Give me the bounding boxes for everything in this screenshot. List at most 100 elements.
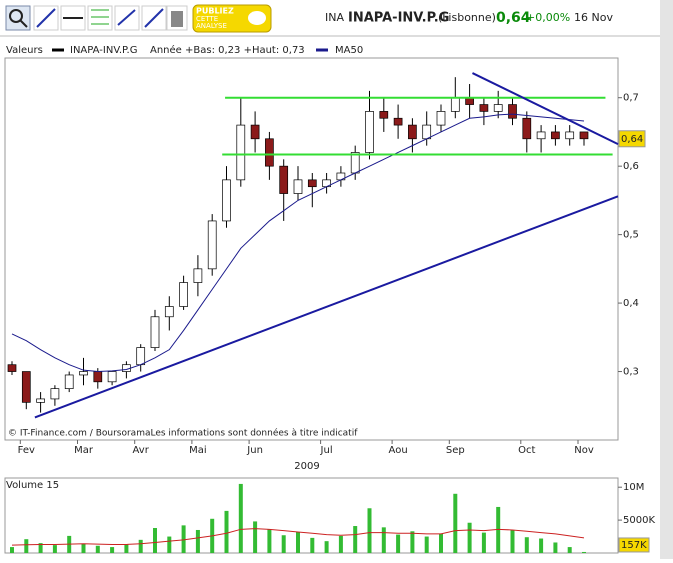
candle-body	[350, 152, 360, 174]
publish-text: ANALYSE	[196, 22, 227, 30]
toolbar-buttons: PUBLIEZ CETTE ANALYSE	[5, 4, 272, 33]
volume-bar	[467, 522, 472, 553]
candle-body	[393, 117, 403, 126]
volume-bar	[124, 544, 129, 553]
candle-body	[179, 282, 188, 307]
x-tick-label: Mai	[189, 445, 207, 456]
line-series	[11, 528, 585, 546]
candle-body	[164, 306, 174, 318]
volume-bar	[10, 547, 14, 553]
candle-body	[536, 131, 546, 140]
channel-icon	[117, 9, 136, 26]
last-volume-box	[618, 537, 650, 553]
volume-bar	[195, 529, 200, 553]
volume-bar	[81, 543, 86, 553]
volume-bar	[281, 535, 286, 553]
candle-body	[250, 124, 260, 140]
volume-bar	[381, 527, 386, 553]
y-tick-label: 0,6	[623, 161, 639, 172]
legend-entry: MA50	[335, 45, 363, 56]
candle-body	[479, 104, 489, 112]
candle-body	[193, 268, 203, 283]
bubble-icon	[248, 11, 266, 25]
stock-name: INAPA-INV.P.G	[348, 11, 449, 26]
trend-icon	[36, 8, 56, 28]
x-tick-label: Oct	[518, 445, 535, 456]
candle-body	[465, 97, 474, 105]
x-tick-label: Avr	[133, 445, 150, 456]
volume-bar	[52, 545, 57, 553]
candle-body	[64, 374, 74, 390]
volume-bar	[367, 508, 372, 553]
trash-icon	[171, 11, 183, 27]
candle-body	[522, 117, 532, 140]
x-tick-label: Mar	[74, 445, 94, 456]
candle-body	[365, 111, 374, 153]
date: 16 Nov	[574, 11, 613, 24]
y-tick-label: 0,4	[623, 298, 639, 309]
trendline	[34, 195, 619, 419]
volume-bar	[296, 531, 300, 553]
candle-body	[450, 97, 460, 112]
volume-bar	[424, 536, 429, 553]
volume-bar	[481, 532, 486, 553]
x-tick-label: Jul	[320, 445, 333, 456]
candle-body	[293, 179, 303, 194]
y-tick-label: 0,3	[623, 367, 639, 378]
candle-body	[508, 104, 517, 119]
candle-body	[236, 124, 246, 181]
change: +0,00%	[526, 11, 570, 24]
candle-body	[50, 388, 60, 400]
candle-body	[579, 131, 589, 140]
candle-body	[150, 316, 160, 348]
candle-body	[107, 371, 117, 383]
legend-label: Valeurs	[6, 45, 43, 56]
zoom-icon	[19, 19, 28, 28]
market: (Lisbonne)	[438, 11, 496, 24]
volume-title: Volume 15	[6, 480, 59, 491]
candle-body	[265, 138, 274, 167]
volume-bar	[324, 541, 329, 553]
y-tick-label: 0,7	[623, 93, 639, 104]
volume-bar	[24, 539, 29, 553]
volume-bar	[224, 510, 229, 553]
volume-bar	[310, 537, 315, 553]
candle-body	[222, 179, 231, 222]
trendline	[472, 72, 619, 145]
volume-bar	[238, 483, 243, 553]
volume-bar	[353, 526, 358, 553]
candle-body	[279, 165, 289, 194]
volume-bar	[138, 539, 143, 553]
scrollbar[interactable]	[660, 0, 673, 559]
candle-body	[422, 124, 432, 140]
candle-body	[136, 347, 146, 366]
volume-bar	[553, 542, 558, 553]
x-tick-label: Nov	[574, 445, 594, 456]
volume-bar	[38, 543, 43, 553]
y-tick-label: 0,5	[623, 230, 639, 241]
volume-bar	[496, 506, 501, 553]
candle-body	[207, 220, 217, 270]
publish-button[interactable]	[192, 4, 272, 33]
x-tick-label: Fev	[18, 445, 35, 456]
volume-bar	[267, 529, 272, 553]
candle-body	[307, 179, 317, 188]
volume-bar	[396, 534, 401, 553]
volume-bar	[338, 535, 343, 553]
x-tick-label: Sep	[446, 445, 465, 456]
last-price-label: 0,64	[621, 134, 643, 145]
y-tick-label: 10M	[623, 482, 644, 493]
footer: © IT-Finance.com / BoursoramaLes informa…	[8, 428, 358, 439]
volume-bar	[439, 533, 443, 553]
volume-bar	[510, 529, 515, 553]
candle-body	[408, 124, 417, 140]
candle-body	[551, 131, 560, 140]
candle-body	[79, 371, 88, 376]
volume-bar	[181, 525, 186, 553]
candle-body	[36, 398, 45, 403]
parallel-icon	[144, 8, 164, 28]
candle-body	[493, 104, 503, 112]
volume-bar	[153, 528, 157, 553]
